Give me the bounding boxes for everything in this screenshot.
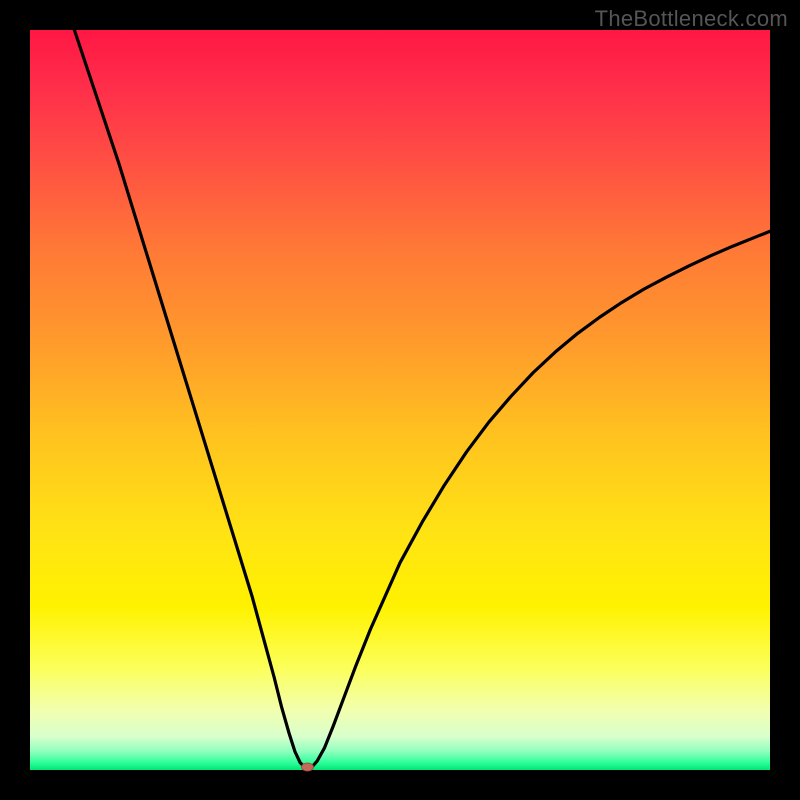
chart-container: TheBottleneck.com xyxy=(0,0,800,800)
bottleneck-chart xyxy=(0,0,800,800)
plot-background xyxy=(30,30,770,770)
optimal-point-marker xyxy=(302,763,314,771)
watermark-text: TheBottleneck.com xyxy=(595,6,788,32)
